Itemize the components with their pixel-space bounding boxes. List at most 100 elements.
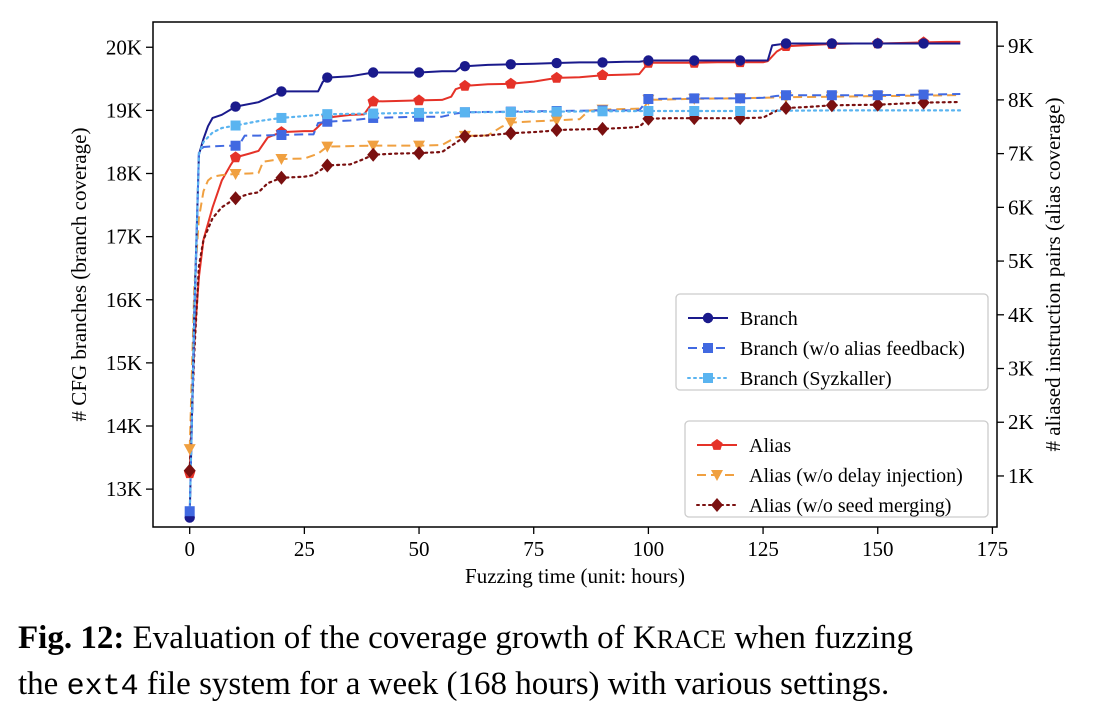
series-marker-branch bbox=[689, 55, 700, 66]
y-left-tick-label: 17K bbox=[106, 225, 142, 249]
series-marker-branch bbox=[826, 38, 838, 49]
series-marker-branch-syzkaller bbox=[459, 107, 470, 118]
x-tick-label: 150 bbox=[862, 537, 894, 561]
series-marker-alias-w-o-delay-injection bbox=[275, 153, 288, 165]
x-tick-label: 25 bbox=[294, 537, 315, 561]
series-marker-branch-syzkaller bbox=[368, 108, 379, 119]
y-right-tick-label: 6K bbox=[1008, 195, 1034, 219]
y-left-axis-ticks: 13K 14K 15K 16K 17K 18K 19K 20K bbox=[106, 35, 153, 501]
series-marker-alias-w-o-seed-merging bbox=[596, 121, 609, 136]
series-marker-branch-w-o-alias-feedback bbox=[826, 90, 837, 101]
series-marker-alias-w-o-seed-merging bbox=[229, 191, 242, 206]
series-marker-branch-syzkaller bbox=[414, 107, 425, 118]
series-marker-alias-w-o-seed-merging bbox=[367, 147, 380, 162]
series-marker-branch bbox=[551, 57, 562, 69]
caption-line-1: Fig. 12: Evaluation of the coverage grow… bbox=[18, 616, 1108, 662]
y-right-tick-label: 7K bbox=[1008, 142, 1034, 166]
legend-marker-branch-syzkaller bbox=[703, 373, 713, 383]
series-marker-alias-w-o-delay-injection bbox=[321, 141, 334, 153]
series-marker-alias-w-o-seed-merging bbox=[183, 463, 196, 478]
series-line-alias-w-o-seed-merging bbox=[188, 100, 962, 472]
series-marker-branch bbox=[918, 38, 929, 49]
series-marker-branch bbox=[872, 38, 883, 49]
series-marker-branch-w-o-alias-feedback bbox=[918, 89, 929, 100]
legend-label-alias-w-o-seed-merging: Alias (w/o seed merging) bbox=[749, 495, 951, 517]
series-marker-alias-w-o-seed-merging bbox=[871, 97, 884, 112]
x-axis-label: Fuzzing time (unit: hours) bbox=[465, 564, 685, 588]
legend-label-branch: Branch bbox=[740, 308, 798, 330]
y-left-tick-label: 18K bbox=[106, 162, 142, 186]
x-tick-label: 0 bbox=[184, 537, 195, 561]
series-marker-branch bbox=[505, 59, 516, 70]
series-marker-branch bbox=[780, 38, 792, 49]
series-marker-branch-w-o-alias-feedback bbox=[872, 90, 883, 101]
y-left-tick-label: 16K bbox=[106, 288, 142, 312]
series-marker-alias-w-o-delay-injection bbox=[367, 140, 380, 152]
caption-system-rest: RACE bbox=[656, 625, 727, 654]
series-marker-branch bbox=[459, 60, 471, 72]
y-right-axis-ticks: 1K 2K 3K 4K 5K 6K 7K 8K 9K bbox=[997, 34, 1034, 488]
series-marker-branch-w-o-alias-feedback bbox=[735, 93, 746, 104]
legend-marker-branch bbox=[702, 312, 714, 324]
series-marker-branch-w-o-alias-feedback bbox=[184, 506, 195, 517]
y-left-tick-label: 13K bbox=[106, 477, 142, 501]
series-marker-alias bbox=[459, 79, 471, 91]
series-marker-branch-syzkaller bbox=[597, 106, 608, 117]
series-marker-branch-w-o-alias-feedback bbox=[230, 140, 241, 151]
series-marker-branch bbox=[322, 72, 333, 83]
series-marker-branch bbox=[643, 55, 654, 66]
series-marker-alias-w-o-delay-injection bbox=[550, 115, 563, 127]
series-marker-branch bbox=[276, 86, 287, 97]
series-marker-branch-syzkaller bbox=[230, 120, 241, 131]
y-right-tick-label: 5K bbox=[1008, 249, 1034, 273]
series-marker-branch-w-o-alias-feedback bbox=[689, 93, 700, 104]
series-marker-branch bbox=[734, 55, 746, 66]
y-right-axis-label: # aliased instruction pairs (alias cover… bbox=[1041, 98, 1065, 452]
legend-frame bbox=[684, 420, 989, 518]
caption-system-initial: K bbox=[632, 620, 657, 656]
legend-marker-alias bbox=[711, 439, 723, 450]
series-marker-branch-w-o-alias-feedback bbox=[276, 129, 287, 140]
series-line-alias-w-o-delay-injection bbox=[188, 94, 961, 450]
series-marker-alias bbox=[550, 71, 563, 83]
x-axis-ticks: 0 25 50 75 100 125 150 175 bbox=[184, 527, 1008, 561]
x-tick-label: 175 bbox=[977, 537, 1009, 561]
legend-marker-alias-w-o-seed-merging bbox=[711, 498, 723, 512]
series-marker-alias-w-o-seed-merging bbox=[550, 122, 563, 137]
series-marker-branch bbox=[230, 101, 241, 112]
y-right-tick-label: 3K bbox=[1008, 357, 1034, 381]
y-right-tick-label: 4K bbox=[1008, 303, 1034, 327]
series-marker-alias-w-o-seed-merging bbox=[458, 129, 471, 144]
series-marker-branch-syzkaller bbox=[276, 112, 287, 123]
y-left-axis-label: # CFG branches (branch coverage) bbox=[67, 128, 91, 422]
series-marker-branch-syzkaller bbox=[689, 106, 700, 117]
series-marker-branch-syzkaller bbox=[505, 106, 516, 117]
series-marker-alias-w-o-delay-injection bbox=[504, 117, 517, 129]
caption-system-name: KRACE bbox=[633, 620, 726, 656]
series-marker-alias-w-o-seed-merging bbox=[275, 170, 288, 185]
series-marker-alias-w-o-seed-merging bbox=[825, 98, 838, 113]
series-marker-branch bbox=[413, 67, 425, 78]
y-right-tick-label: 1K bbox=[1008, 464, 1034, 488]
y-left-tick-label: 20K bbox=[106, 35, 142, 59]
legend-label-branch-w-o-alias-feedback: Branch (w/o alias feedback) bbox=[740, 338, 965, 360]
plot-area bbox=[152, 21, 998, 528]
legend-branch: Branch Branch (w/o alias feedback) Branch … bbox=[675, 293, 989, 391]
series-marker-alias-w-o-seed-merging bbox=[321, 158, 334, 173]
x-tick-label: 125 bbox=[747, 537, 779, 561]
legend-label-alias-w-o-delay-injection: Alias (w/o delay injection) bbox=[749, 465, 963, 487]
series-marker-alias-w-o-delay-injection bbox=[183, 444, 196, 456]
series-marker-branch-w-o-alias-feedback bbox=[781, 90, 791, 101]
series-marker-branch-w-o-alias-feedback bbox=[322, 116, 333, 127]
legend-label-branch-syzkaller: Branch (Syzkaller) bbox=[740, 368, 892, 390]
series-marker-alias bbox=[596, 69, 609, 80]
y-left-tick-label: 15K bbox=[106, 351, 142, 375]
y-right-tick-label: 8K bbox=[1008, 88, 1034, 112]
legend-alias: Alias Alias (w/o delay injection) Alias (w… bbox=[684, 420, 989, 518]
series-marker-alias-w-o-seed-merging bbox=[413, 146, 426, 161]
series-line-alias bbox=[188, 40, 961, 474]
caption-line-2: the ext4 file system for a week (168 hou… bbox=[18, 662, 1108, 709]
caption-text-mid: when fuzzing bbox=[734, 620, 914, 656]
figure-caption: Fig. 12: Evaluation of the coverage grow… bbox=[18, 616, 1108, 709]
series-markers bbox=[183, 36, 930, 523]
